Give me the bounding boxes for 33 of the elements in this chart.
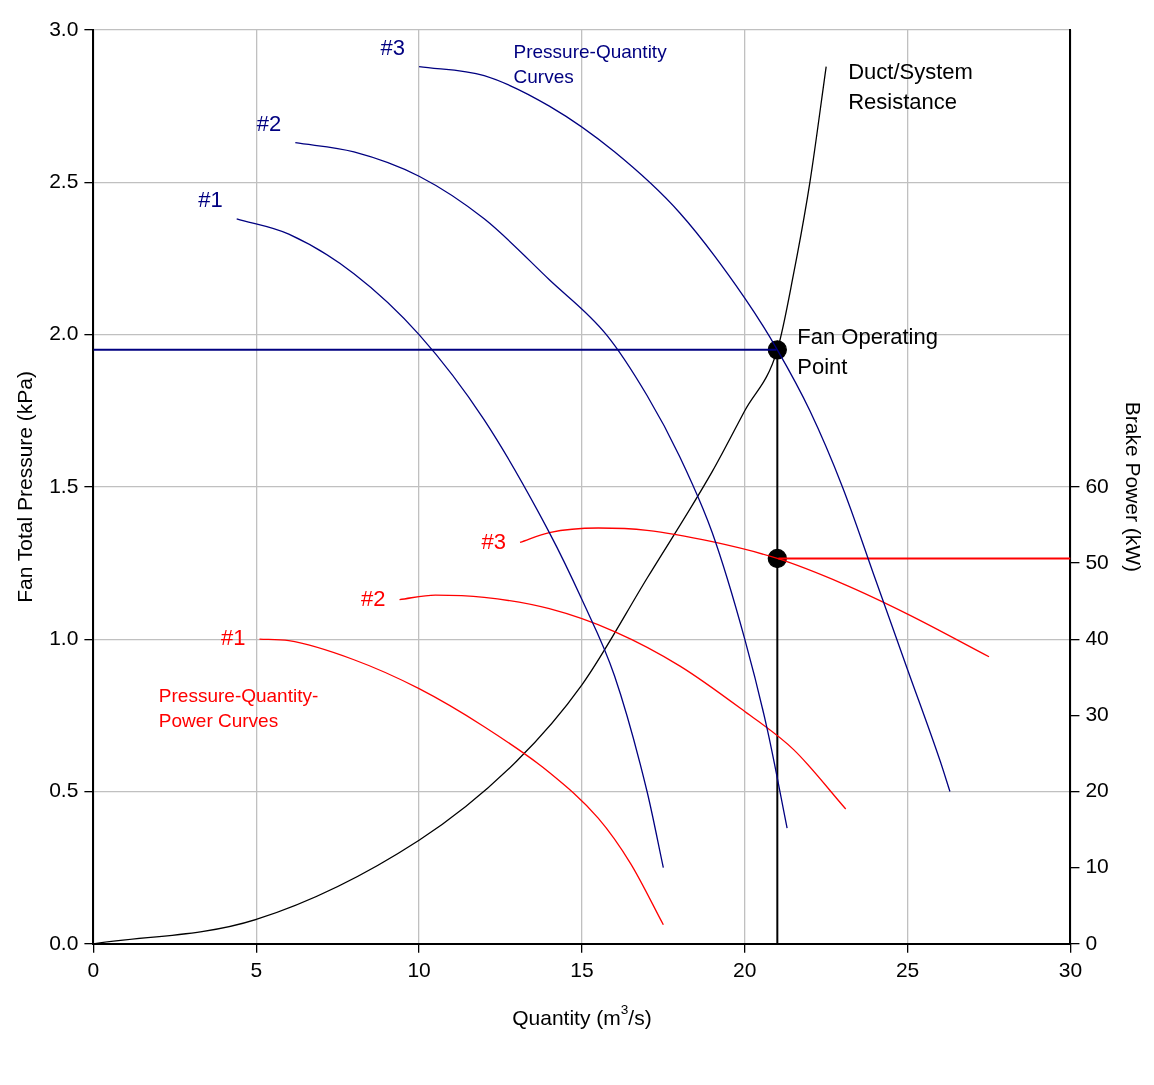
y2-tick-label: 30: [1085, 702, 1109, 726]
y-tick-label: 1.5: [49, 473, 79, 497]
series-label: #2: [256, 110, 282, 136]
x-tick-label: 15: [570, 958, 594, 982]
y-tick-label: 2.5: [49, 169, 79, 193]
series-label: Fan Operating Point: [797, 323, 938, 379]
series-label: #3: [481, 528, 507, 554]
y-tick-label: 2.0: [49, 321, 79, 345]
x-tick-label: 5: [250, 958, 263, 982]
y2-tick-label: 10: [1085, 854, 1109, 878]
y2-tick-label: 60: [1085, 473, 1109, 497]
y-axis-title: Fan Total Pressure (kPa): [13, 370, 37, 603]
y-tick-label: 1.0: [49, 626, 79, 649]
series-label: Duct/System Resistance: [848, 58, 973, 114]
y2-tick-label: 40: [1085, 626, 1109, 649]
y-tick-label: 3.0: [49, 16, 79, 40]
series-label: #1: [198, 186, 223, 212]
y-tick-label: 0.5: [49, 778, 79, 802]
y2-tick-label: 0: [1085, 930, 1098, 954]
y2-axis-title: Brake Power (kW): [1121, 401, 1145, 573]
x-tick-label: 10: [407, 958, 431, 982]
annotation: Pressure-Quantity-Power Curves: [158, 685, 319, 732]
x-tick-label: 25: [895, 958, 920, 982]
series-label: #2: [361, 585, 386, 611]
series-label: #1: [221, 625, 246, 651]
y-tick-label: 0.0: [49, 930, 79, 954]
x-tick-label: 0: [87, 958, 100, 982]
y2-tick-label: 50: [1085, 549, 1109, 573]
x-tick-label: 20: [733, 958, 757, 982]
series-label: #3: [380, 34, 406, 60]
y2-tick-label: 20: [1085, 778, 1109, 802]
annotation: Pressure-Quantity Curves: [513, 41, 668, 88]
x-tick-label: 30: [1058, 958, 1083, 982]
